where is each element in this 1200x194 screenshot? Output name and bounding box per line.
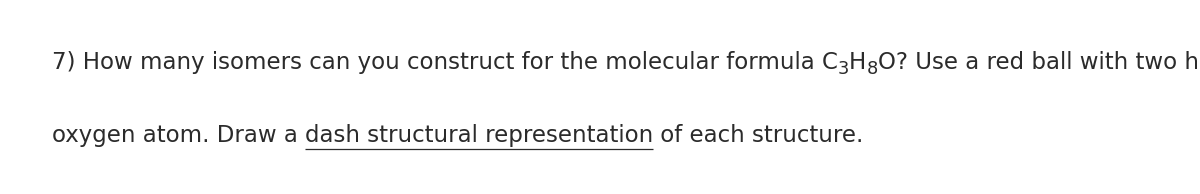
Text: 8: 8 xyxy=(866,60,877,78)
Text: O? Use a red ball with two holes for the: O? Use a red ball with two holes for the xyxy=(877,51,1200,74)
Text: H: H xyxy=(850,51,866,74)
Text: 3: 3 xyxy=(838,60,850,78)
Text: of each structure.: of each structure. xyxy=(653,124,864,147)
Text: dash structural representation: dash structural representation xyxy=(305,124,653,147)
Text: 7) How many isomers can you construct for the molecular formula C: 7) How many isomers can you construct fo… xyxy=(52,51,838,74)
Text: oxygen atom. Draw a: oxygen atom. Draw a xyxy=(52,124,305,147)
